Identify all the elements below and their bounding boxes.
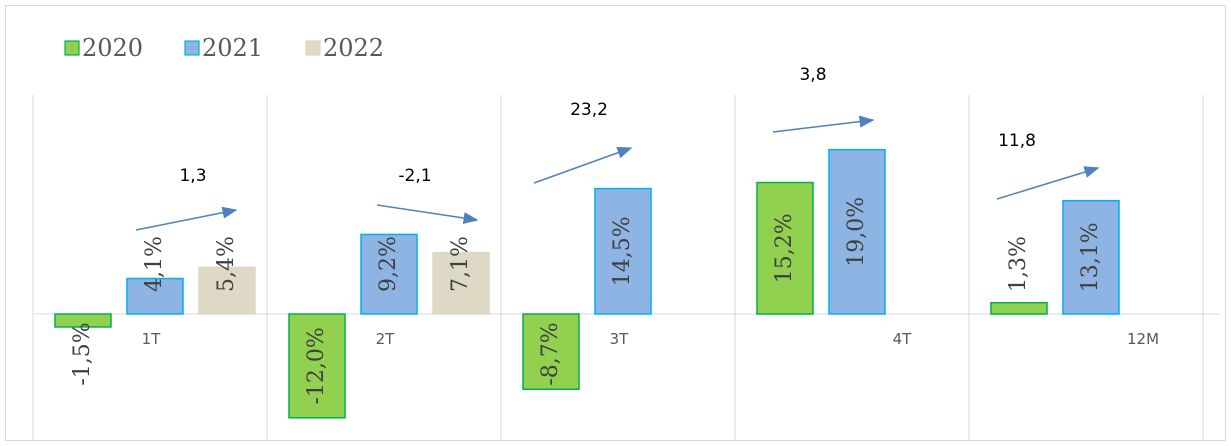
- category-label: 12M: [1127, 330, 1159, 348]
- legend-label: 2021: [202, 34, 263, 62]
- bar-2020-1T: [54, 313, 112, 328]
- legend-swatch-2021: [184, 40, 200, 56]
- trend-arrow: [376, 204, 479, 224]
- bar-2022-2T: [432, 251, 490, 315]
- bar-2021-3T: [594, 187, 652, 315]
- data-label: -1,5%: [70, 322, 95, 385]
- legend-label: 2022: [323, 34, 384, 62]
- bar-2020-2T: [288, 313, 346, 419]
- legend-swatch-2020: [64, 40, 80, 56]
- bar-2022-1T: [198, 266, 256, 315]
- trend-arrow: [533, 146, 633, 184]
- data-label: 5,4%: [214, 236, 239, 292]
- bar-2020-4T: [756, 181, 814, 315]
- category-label: 1T: [142, 330, 162, 348]
- bar-2021-12M: [1062, 199, 1120, 315]
- data-label: 15,2%: [772, 213, 797, 283]
- data-label: 13,1%: [1078, 222, 1103, 292]
- change-annotation: 3,8: [799, 65, 826, 85]
- change-annotation: 11,8: [998, 131, 1036, 151]
- bar-2021-2T: [360, 233, 418, 315]
- legend-swatch-2022: [305, 40, 321, 56]
- legend-label: 2020: [82, 34, 143, 62]
- bar-2020-12M: [990, 302, 1048, 315]
- change-annotation: -2,1: [398, 166, 431, 186]
- bar-2021-1T: [126, 277, 184, 315]
- data-label: 9,2%: [376, 236, 401, 292]
- bar-2020-3T: [522, 313, 580, 391]
- data-label: 14,5%: [610, 216, 635, 286]
- category-label: 4T: [893, 330, 913, 348]
- data-label: -12,0%: [304, 327, 329, 404]
- trend-arrow: [135, 206, 238, 231]
- change-annotation: 1,3: [179, 166, 206, 186]
- data-label: -8,7%: [538, 322, 563, 385]
- category-label: 3T: [610, 330, 630, 348]
- trend-arrow: [772, 115, 875, 133]
- bar-2021-4T: [828, 148, 886, 315]
- trend-arrow: [996, 166, 1100, 200]
- category-label: 2T: [376, 330, 396, 348]
- data-label: 1,3%: [1006, 236, 1031, 292]
- data-label: 4,1%: [142, 236, 167, 292]
- data-label: 19,0%: [844, 197, 869, 267]
- data-label: 7,1%: [448, 236, 473, 292]
- change-annotation: 23,2: [570, 100, 608, 120]
